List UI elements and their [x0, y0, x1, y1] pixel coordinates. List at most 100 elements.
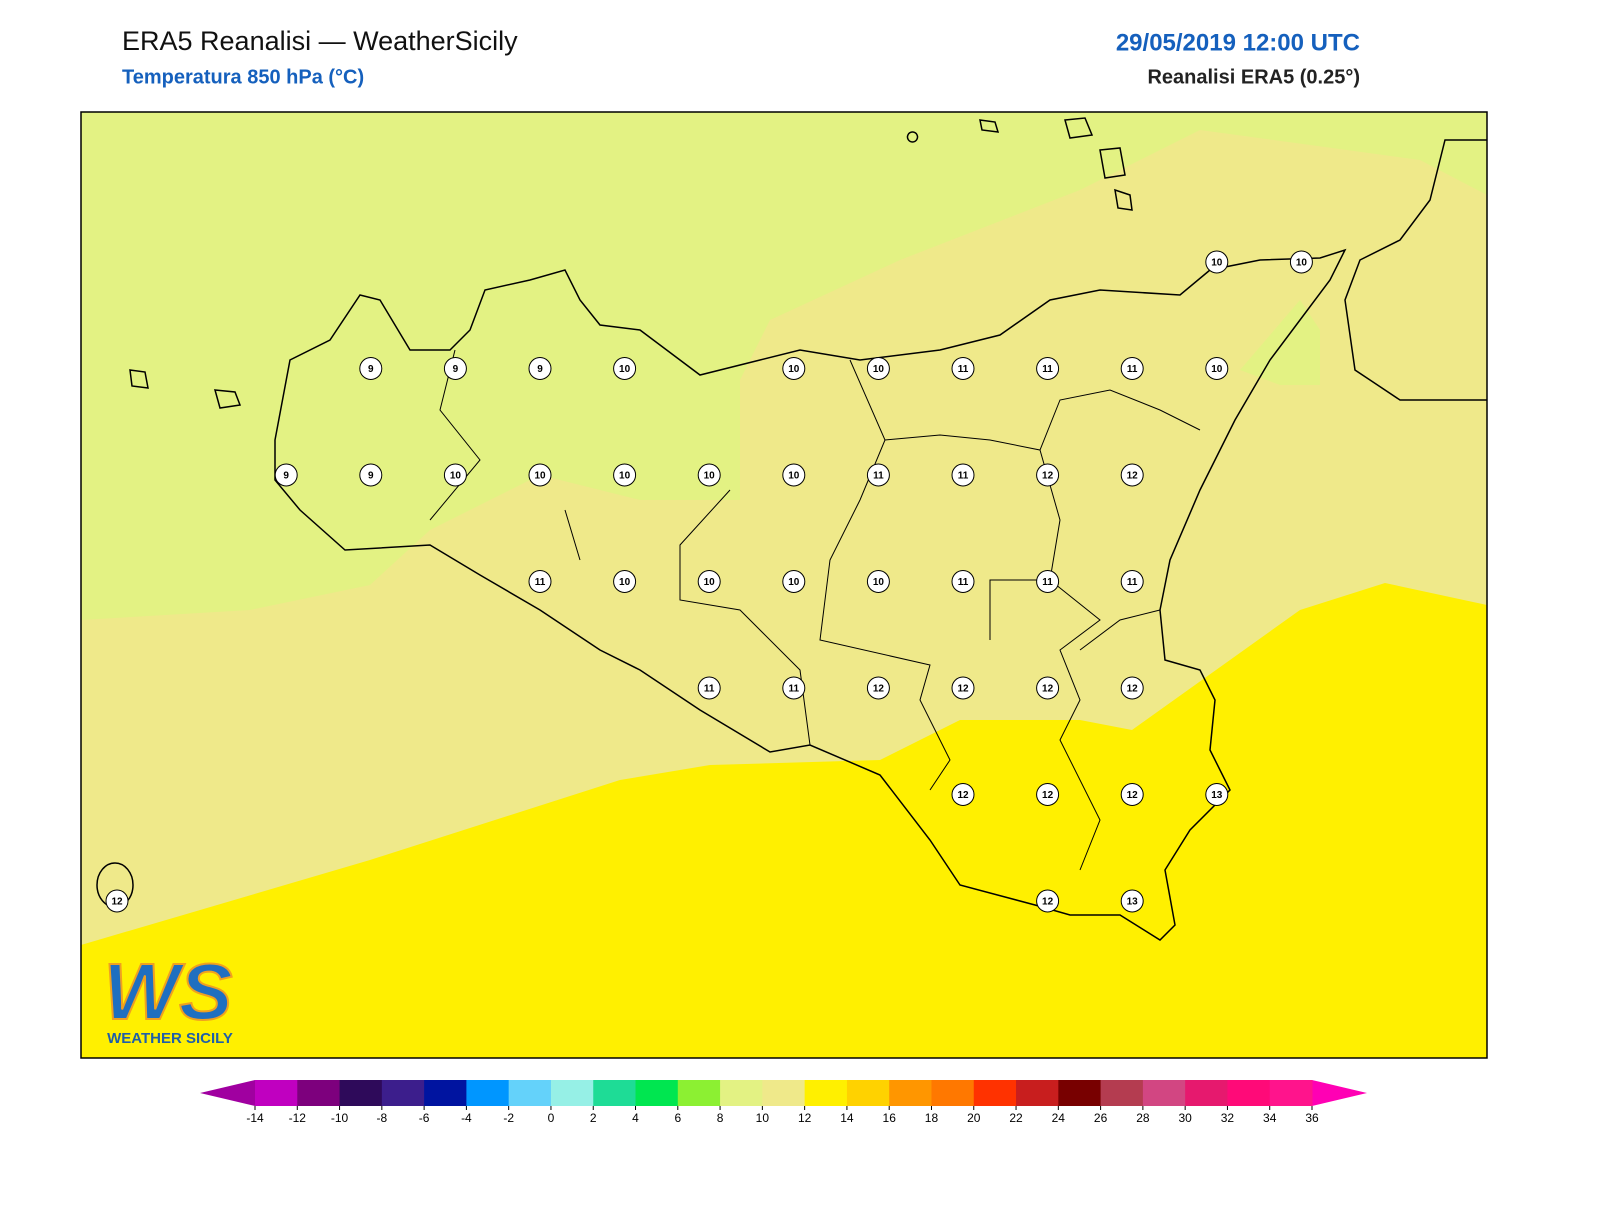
- colorbar-tick-label: 26: [1094, 1111, 1108, 1125]
- station-value: 10: [619, 471, 631, 482]
- station-values: 10 10 9 9 9 10 10 10 11 11 11 10 9 9 10 10 10 10 10 11 11 12 1…: [105, 250, 1313, 913]
- station-marker: [1036, 570, 1060, 593]
- station-marker: [1205, 250, 1229, 274]
- station-marker: [697, 570, 721, 593]
- station-marker: [866, 357, 890, 380]
- station-marker: [443, 463, 467, 487]
- station-marker: [443, 357, 467, 380]
- station-marker: [528, 463, 552, 487]
- colorbar-over: [1312, 1080, 1367, 1106]
- station-marker: [866, 676, 890, 700]
- station-value: 11: [1127, 364, 1138, 375]
- station-marker: [951, 570, 975, 593]
- station-value: 11: [1127, 577, 1138, 588]
- station-marker: [782, 463, 806, 487]
- colorbar-tick-label: 14: [840, 1111, 854, 1125]
- station-value: 11: [535, 577, 546, 588]
- logo-name: WEATHER SICILY: [107, 1030, 233, 1047]
- station-value: 11: [873, 471, 884, 482]
- station-marker: [613, 463, 637, 487]
- colorbar-tick-label: 16: [883, 1111, 897, 1125]
- station-value: 12: [1127, 684, 1139, 695]
- station-value: 10: [534, 471, 546, 482]
- station-marker: [1036, 889, 1060, 913]
- colorbar-tick-label: -2: [503, 1111, 514, 1125]
- station-value: 12: [1042, 790, 1054, 801]
- colorbar-tick-label: 32: [1221, 1111, 1235, 1125]
- colorbar-segment: [1142, 1080, 1186, 1106]
- station-marker: [866, 570, 890, 593]
- colorbar-tick-label: 2: [590, 1111, 597, 1125]
- colorbar-segment: [297, 1080, 341, 1106]
- station-value: 10: [619, 364, 631, 375]
- station-value: 11: [704, 684, 715, 695]
- station-value: 11: [958, 471, 969, 482]
- colorbar-tick-label: -8: [377, 1111, 388, 1125]
- station-value: 12: [957, 684, 969, 695]
- colorbar-tick-label: -12: [289, 1111, 307, 1125]
- station-value: 12: [957, 790, 969, 801]
- colorbar-tick-label: 4: [632, 1111, 639, 1125]
- colorbar-segment: [424, 1080, 467, 1106]
- station-value: 11: [958, 364, 969, 375]
- colorbar-tick-label: 12: [798, 1111, 812, 1125]
- field-8-10: [81, 112, 1487, 620]
- colorbar-segment: [931, 1080, 975, 1106]
- colorbar-segment: [381, 1080, 425, 1106]
- station-marker: [782, 357, 806, 380]
- colorbar-tick-label: 24: [1052, 1111, 1066, 1125]
- station-marker: [1120, 570, 1144, 593]
- calabria-coast: [1344, 139, 1487, 401]
- colorbar-segment: [973, 1080, 1017, 1106]
- subtitle: Temperatura 850 hPa (°C): [122, 66, 364, 88]
- station-value: 12: [1042, 897, 1054, 908]
- colorbar-segment: [593, 1080, 637, 1106]
- station-value: 13: [1127, 897, 1139, 908]
- station-marker: [951, 357, 975, 380]
- station-value: 10: [704, 471, 716, 482]
- station-marker: [1036, 783, 1060, 806]
- colorbar-tick-label: 34: [1263, 1111, 1277, 1125]
- date: 29/05/2019 12:00 UTC: [1116, 29, 1360, 56]
- station-value: 12: [873, 684, 885, 695]
- colorbar-tick-label: -4: [461, 1111, 472, 1125]
- island: [129, 369, 242, 409]
- station-value: 10: [788, 471, 800, 482]
- station-marker: [1120, 889, 1144, 913]
- station-marker: [782, 676, 806, 700]
- station-marker: [359, 357, 383, 380]
- station-marker: [1036, 463, 1060, 487]
- station-value: 9: [537, 364, 543, 375]
- station-marker: [697, 676, 721, 700]
- source: Reanalisi ERA5 (0.25°): [1147, 66, 1360, 88]
- station-value: 10: [450, 471, 462, 482]
- station-value: 10: [619, 577, 631, 588]
- station-value: 9: [283, 471, 289, 482]
- station-marker: [613, 570, 637, 593]
- station-marker: [105, 889, 129, 913]
- logo: WS WEATHER SICILY: [103, 946, 234, 1047]
- title: ERA5 Reanalisi — WeatherSicily: [122, 26, 518, 56]
- map-frame: [80, 111, 1488, 1059]
- station-value: 10: [1211, 258, 1223, 269]
- station-marker: [1120, 357, 1144, 380]
- temperature-field: [81, 112, 1487, 1058]
- station-value: 10: [788, 364, 800, 375]
- station-value: 10: [873, 577, 885, 588]
- station-marker: [528, 357, 552, 380]
- station-value: 11: [958, 577, 969, 588]
- station-marker: [951, 783, 975, 806]
- colorbar-tick-label: 8: [717, 1111, 724, 1125]
- station-value: 12: [1042, 684, 1054, 695]
- station-marker: [1205, 357, 1229, 380]
- station-marker: [274, 463, 298, 487]
- station-marker: [1120, 463, 1144, 487]
- colorbar-segment: [255, 1080, 298, 1106]
- colorbar-segment: [1227, 1080, 1271, 1106]
- station-value: 9: [453, 364, 459, 375]
- colorbar-segment: [508, 1080, 552, 1106]
- station-value: 12: [1042, 471, 1054, 482]
- colorbar-segment: [720, 1080, 763, 1106]
- station-marker: [697, 463, 721, 487]
- colorbar-segment: [635, 1080, 679, 1106]
